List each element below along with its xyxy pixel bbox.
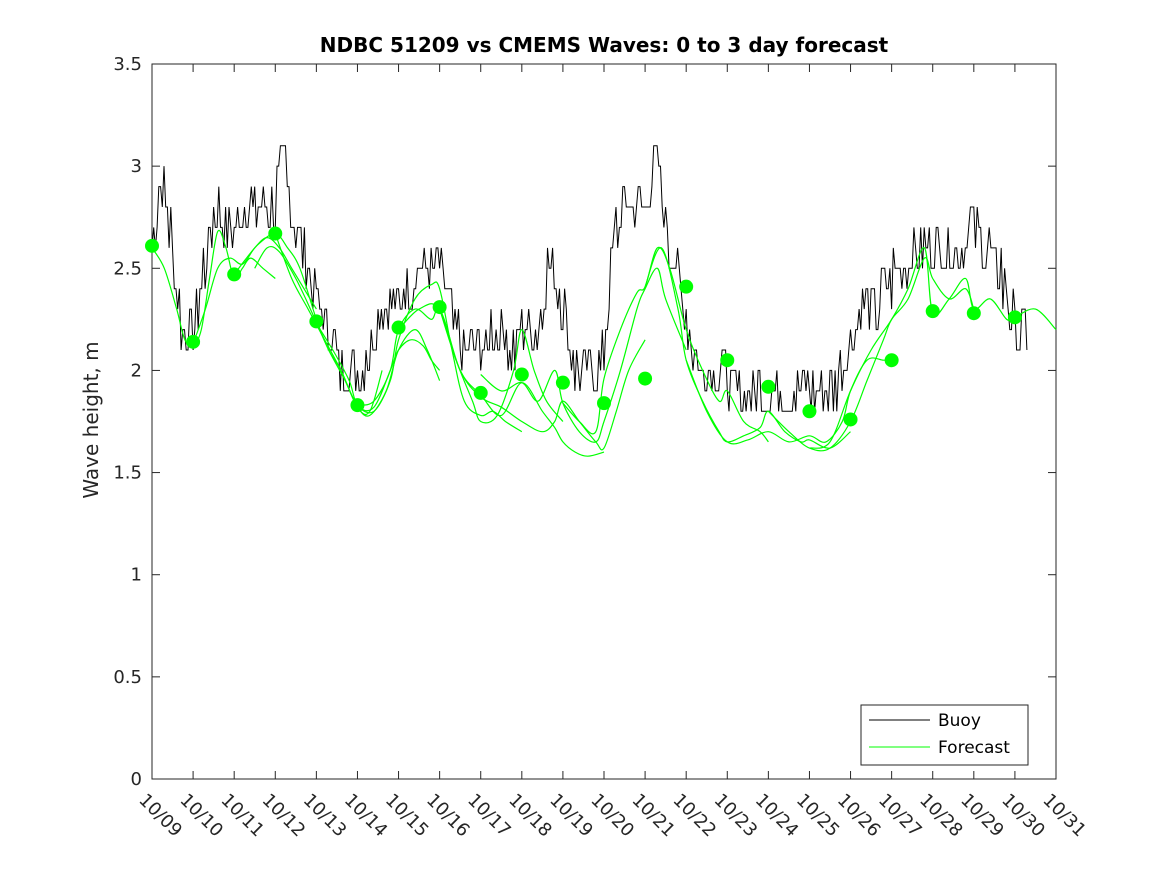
y-tick-label: 2.5: [113, 258, 142, 279]
forecast-run-line-1: [151, 229, 276, 348]
forecast-marker: [555, 375, 570, 390]
forecast-run-line-12: [644, 247, 851, 449]
forecast-marker: [145, 238, 159, 253]
forecast-marker: [679, 279, 694, 294]
forecast-marker: [1007, 310, 1022, 325]
forecast-run-line-10: [480, 267, 687, 443]
forecast-marker: [638, 371, 653, 386]
forecast-run-line-5: [274, 233, 441, 412]
chart-title: NDBC 51209 vs CMEMS Waves: 0 to 3 day fo…: [320, 33, 889, 57]
legend-buoy-label: Buoy: [938, 711, 981, 731]
forecast-marker: [432, 300, 447, 315]
forecast-run-line-11: [562, 246, 769, 443]
legend: Buoy Forecast: [860, 704, 1029, 766]
forecast-marker: [227, 267, 242, 282]
forecast-run-line-13: [685, 357, 892, 445]
forecast-marker: [391, 320, 406, 335]
forecast-marker: [268, 226, 283, 241]
y-tick-label: 0.5: [113, 667, 142, 688]
forecast-marker: [597, 396, 611, 411]
legend-box: [860, 704, 1029, 766]
forecast-marker: [761, 379, 776, 394]
forecast-run-line-6: [315, 281, 523, 433]
forecast-run-line-7: [357, 306, 564, 424]
forecast-marker: [720, 353, 735, 368]
buoy-series-line: [151, 145, 1028, 412]
y-axis-label: Wave height, m: [79, 341, 103, 498]
y-tick-label: 2: [131, 360, 142, 381]
forecast-marker: [309, 314, 324, 329]
forecast-marker: [186, 334, 201, 349]
legend-forecast-label: Forecast: [938, 738, 1010, 758]
forecast-marker: [473, 385, 488, 400]
forecast-marker: [350, 398, 365, 413]
y-tick-label: 3.5: [113, 54, 142, 75]
forecast-run-line-14: [767, 257, 975, 452]
forecast-marker: [802, 404, 817, 419]
forecast-marker: [925, 304, 940, 319]
forecast-marker: [884, 353, 899, 368]
y-tick-label: 1.5: [113, 463, 142, 484]
forecast-marker: [514, 367, 529, 382]
forecast-marker: [966, 306, 981, 321]
y-tick-label: 3: [131, 156, 142, 177]
y-tick-label: 0: [131, 769, 142, 790]
forecast-marker: [843, 412, 858, 427]
y-tick-label: 1: [131, 565, 142, 586]
